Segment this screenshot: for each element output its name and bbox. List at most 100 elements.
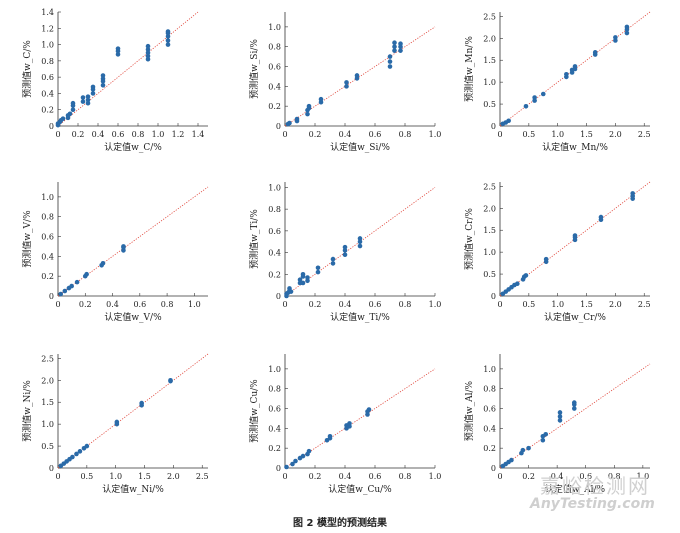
data-point [387,54,393,59]
data-point [557,410,563,415]
y-tick-label: 1.0 [41,420,54,429]
x-tick-label: 0.4 [92,130,105,139]
x-tick-label: 0.4 [339,472,352,481]
chart-panel-Cu: 0 0.2 0.4 0.6 0.8 1.0 0 0.2 0.4 0.6 0.8 1.0 认定值w_Cu/… [248,354,441,495]
x-tick-label: 2.5 [196,472,209,481]
y-tick-label: 0.8 [268,205,281,214]
y-tick-label: 1.0 [483,248,496,257]
y-tick-label: 0.8 [483,385,496,394]
y-axis-label: 预测值w_Cr/% [463,208,475,270]
data-point [284,464,289,470]
data-point [327,433,333,439]
data-point [80,99,86,104]
data-point [630,191,635,196]
chart-panel-C: 0 0.2 0.4 0.6 0.8 1.0 1.2 1.4 0 0.2 0.4 0.6 0.8 1.0 1.… [21,8,208,153]
data-point [526,445,531,451]
data-point [543,431,549,437]
y-tick-label: 1.5 [483,226,496,235]
y-tick-label: 0 [276,292,281,301]
data-point [305,278,310,284]
data-point [315,269,321,275]
data-point [398,41,403,47]
data-point [145,47,151,52]
x-tick-label: 1.0 [188,300,201,309]
data-point [342,244,348,250]
data-point [315,265,321,271]
x-tick-label: 2.0 [167,472,180,481]
data-point [509,457,514,463]
y-tick-label: 2.0 [483,34,496,43]
y-tick-label: 0 [49,464,54,473]
x-axis-label: 认定值w_Al/% [545,483,606,495]
y-axis-label: 预测值w_Mn/% [463,36,475,102]
data-point [90,91,96,96]
x-tick-label: 1.0 [551,300,564,309]
data-point [139,400,144,406]
x-tick-label: 1.5 [580,300,593,309]
data-point [74,451,79,457]
data-point [58,291,64,297]
y-tick-label: 0.6 [268,405,281,414]
x-tick-label: 0 [497,472,502,481]
y-tick-label: 0.4 [268,82,281,91]
data-point [100,82,106,88]
y-tick-label: 0.5 [483,270,496,279]
data-point [121,244,126,249]
x-tick-label: 0.4 [339,130,352,139]
x-tick-label: 0.8 [399,472,412,481]
data-point [305,275,310,280]
data-point [572,64,578,69]
y-tick-label: 0.2 [268,270,281,279]
y-tick-label: 0.4 [41,252,54,261]
y-tick-label: 0 [491,464,496,473]
data-point [114,419,120,425]
x-tick-label: 0.2 [309,130,322,139]
y-tick-label: 1.0 [41,41,54,50]
data-point [342,248,348,253]
data-point [70,454,75,460]
x-tick-label: 0 [55,472,60,481]
data-point [392,48,397,53]
y-tick-label: 0.4 [268,249,281,258]
data-point [357,236,363,241]
data-point [557,418,563,423]
x-tick-label: 0 [282,130,287,139]
data-point [515,281,520,287]
data-point [145,56,151,62]
data-point [318,96,324,102]
y-tick-label: 0.5 [41,442,54,451]
data-point [540,91,546,97]
x-tick-label: 1.0 [152,130,165,139]
data-point [344,84,349,89]
y-axis-label: 预测值w_Cu/% [248,379,260,443]
reference-line [499,363,651,469]
x-tick-label: 1.5 [580,130,593,139]
data-point [300,453,306,459]
y-tick-label: 1.4 [41,8,54,17]
y-tick-label: 1.0 [268,183,281,192]
y-tick-label: 2.5 [483,12,496,21]
y-tick-label: 0 [491,122,496,131]
data-point [70,107,76,113]
data-point [300,271,306,277]
data-point [306,103,312,109]
data-point [506,118,511,124]
chart-panel-V: 0 0.2 0.4 0.6 0.8 1.0 0 0.2 0.4 0.6 0.8 1.0 认定值w_V/%… [21,182,209,323]
y-tick-label: 0 [491,292,496,301]
y-tick-label: 1.0 [268,23,281,32]
reference-line [284,187,436,297]
data-point [145,50,151,56]
x-tick-label: 1.0 [429,472,442,481]
x-tick-label: 1.0 [429,130,442,139]
x-tick-label: 0 [282,472,287,481]
y-tick-label: 1.0 [41,193,54,202]
data-point [90,84,96,90]
figure-caption: 图 2 模型的预测结果 [293,518,387,529]
data-point [67,111,73,117]
y-tick-label: 1.2 [41,24,54,33]
x-tick-label: 0 [282,300,287,309]
y-axis-label: 预测值w_Si/% [248,39,260,99]
x-tick-label: 0.2 [72,130,85,139]
data-point [293,458,298,464]
data-point [115,46,121,51]
